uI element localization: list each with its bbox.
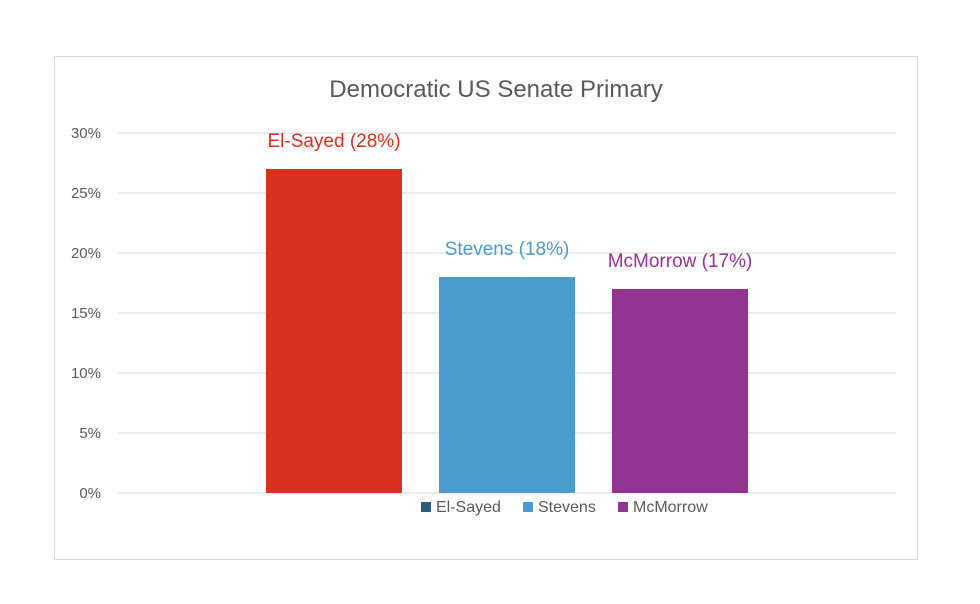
y-tick-label: 20%	[71, 245, 101, 262]
legend-label: El-Sayed	[436, 499, 501, 516]
bar-stevens	[439, 277, 575, 493]
data-label: Stevens (18%)	[445, 239, 570, 260]
y-tick-label: 15%	[71, 305, 101, 322]
chart-title: Democratic US Senate Primary	[329, 76, 662, 103]
bars	[266, 169, 748, 493]
legend: El-Sayed Stevens McMorrow	[421, 499, 708, 516]
legend-swatch	[618, 502, 628, 512]
y-tick-label: 30%	[71, 125, 101, 142]
y-tick-label: 25%	[71, 185, 101, 202]
legend-swatch	[421, 502, 431, 512]
y-axis-ticks: 0% 5% 10% 15% 20% 25% 30%	[71, 125, 101, 502]
legend-swatch	[523, 502, 533, 512]
y-tick-label: 0%	[79, 485, 101, 502]
legend-label: Stevens	[538, 499, 596, 516]
legend-label: McMorrow	[633, 499, 708, 516]
gridlines	[118, 132, 896, 494]
data-label: El-Sayed (28%)	[267, 131, 400, 152]
y-tick-label: 10%	[71, 365, 101, 382]
bar-el-sayed	[266, 169, 402, 493]
bar-mcmorrow	[612, 289, 748, 493]
y-tick-label: 5%	[79, 425, 101, 442]
data-labels: El-Sayed (28%) Stevens (18%) McMorrow (17%…	[267, 131, 752, 272]
data-label: McMorrow (17%)	[608, 251, 753, 272]
